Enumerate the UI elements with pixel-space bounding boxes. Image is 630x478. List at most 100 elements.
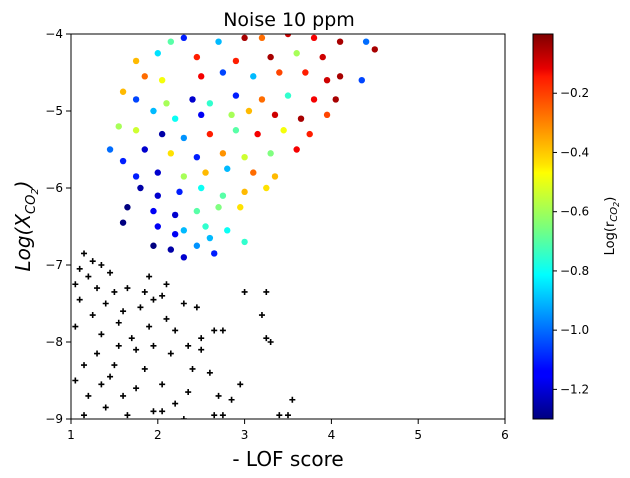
scatter-point [189,96,196,103]
cross-point [98,331,105,338]
scatter-point [219,150,227,157]
cross-point [141,365,148,372]
scatter-point [176,188,183,196]
cross-point [115,342,122,349]
scatter-point [258,34,266,42]
scatter-point [336,38,344,45]
scatter-point [371,46,378,53]
y-axis-label-close: ) [11,180,35,190]
scatter-point [171,115,179,122]
scatter-point [258,96,266,103]
colorbar-tick-label: −1.2 [560,382,589,396]
colorbar-label-close: ) [603,197,618,202]
colorbar-label-base: Log(r [603,221,618,255]
cross-point [141,288,148,295]
cross-point [198,346,205,353]
scatter-point [219,69,227,76]
cross-point [76,296,83,303]
colorbar-tick-label: −0.2 [560,86,589,100]
cross-point [128,335,135,342]
scatter-point [206,130,214,138]
y-axis-label-base: Log(X [11,213,35,272]
cross-point [124,412,131,419]
scatter-point [198,184,205,192]
scatter-point [263,184,270,192]
scatter-point [310,34,318,42]
cross-point [111,288,118,295]
cross-point [159,292,166,299]
y-tick-label: −4 [45,27,63,41]
scatter-point [302,69,309,76]
scatter-point [284,92,292,99]
scatter-point [193,207,201,215]
scatter-point [150,242,157,249]
scatter-point [154,169,161,176]
cross-point [211,327,218,334]
scatter-point [267,150,274,157]
cross-point [146,273,153,280]
scatter-point [237,204,244,211]
scatter-point [167,150,175,157]
scatter-point [106,146,114,153]
scatter-point [336,73,344,80]
cross-point [150,408,157,415]
scatter-point [150,107,157,115]
cross-point [150,296,157,303]
x-tick-label: 4 [328,428,336,442]
cross-point [198,335,205,342]
cross-point [289,396,296,403]
scatter-point [211,250,218,257]
cross-point [111,362,118,369]
cross-point [72,323,79,330]
scatter-point [271,111,279,119]
scatter-point [319,53,326,61]
scatter-point [180,227,188,234]
scatter-point [323,77,331,84]
x-axis: 1 2 3 4 5 6 [67,419,509,442]
cross-point [72,377,79,384]
scatter-point [250,73,257,80]
scatter-point [276,69,283,76]
cross-point [94,285,101,292]
cross-point [120,392,127,399]
cross-point [89,312,96,319]
colorbar-label-sub2: 2 [612,202,621,207]
scatter-point [198,73,205,80]
scatter-point [241,34,248,42]
scatter-point [284,34,292,38]
x-tick-label: 5 [414,428,422,442]
cross-point [146,323,153,330]
cross-point [263,288,270,295]
scatter-point [180,173,188,180]
scatter-point [306,130,313,138]
scatter-point [202,223,209,230]
y-tick-label: −9 [45,412,63,426]
cross-point [237,381,244,388]
cross-point [102,300,109,307]
x-tick-label: 1 [67,428,75,442]
scatter-point [241,238,248,246]
scatter-point [250,169,257,176]
scatter-point [228,111,235,119]
scatter-point [202,169,209,176]
scatter-point [332,96,339,103]
cross-point [163,281,170,288]
cross-point [102,404,109,411]
cross-point [163,315,170,322]
cross-point [215,392,222,399]
scatter-point [232,57,240,65]
scatter-point [180,34,188,42]
circle-markers [106,34,378,261]
colorbar-tick-label: −0.8 [560,264,589,278]
scatter-point [115,123,122,130]
y-axis-label-sub2: 2 [30,188,41,194]
scatter-point [119,88,127,95]
cross-point [85,392,92,399]
scatter-point [280,127,287,134]
scatter-point [119,219,127,226]
scatter-point [171,211,179,219]
cross-point [241,288,248,295]
scatter-point [132,127,140,134]
scatter-point [224,165,231,172]
